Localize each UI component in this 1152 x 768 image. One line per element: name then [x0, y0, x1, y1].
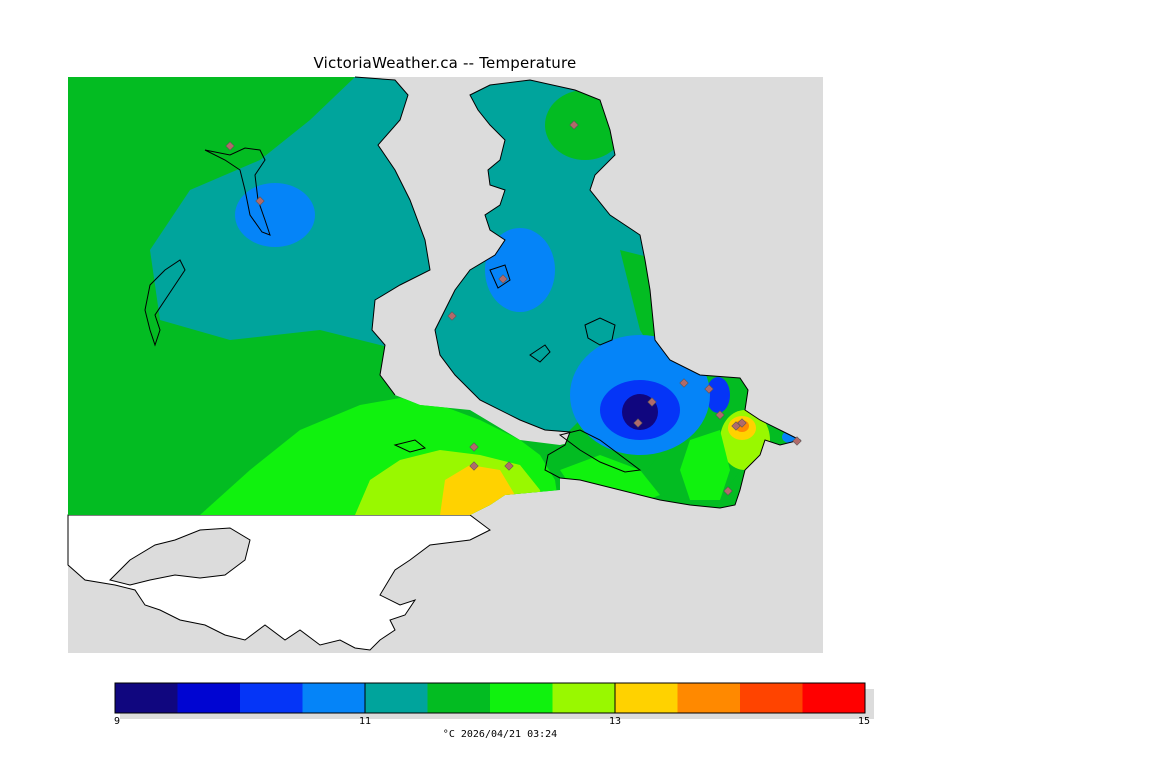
legend-bin	[365, 683, 428, 713]
station-marker	[723, 486, 733, 496]
legend-bin	[490, 683, 553, 713]
station-marker	[647, 397, 657, 407]
legend-bin	[677, 683, 740, 713]
legend-bin	[740, 683, 803, 713]
coastlines	[144, 76, 802, 509]
legend-tick-label: 13	[608, 716, 622, 727]
station-marker	[469, 461, 479, 471]
station-marker	[225, 141, 235, 151]
legend-tick-marks	[114, 683, 866, 713]
station-marker	[255, 196, 265, 206]
legend-bin	[115, 683, 178, 713]
legend-bin	[302, 683, 365, 713]
legend-bin	[615, 683, 678, 713]
legend-colorbar	[115, 683, 865, 713]
station-marker	[704, 384, 714, 394]
station-marker	[469, 442, 479, 452]
map-title: VictoriaWeather.ca -- Temperature	[313, 54, 577, 72]
outside-region-inlet	[109, 527, 251, 586]
legend-bin	[802, 683, 865, 713]
station-marker	[498, 274, 508, 284]
station-markers	[225, 120, 802, 496]
station-marker	[569, 120, 579, 130]
station-marker	[792, 436, 802, 446]
station-marker	[447, 311, 457, 321]
station-marker	[737, 418, 747, 428]
station-marker	[633, 418, 643, 428]
station-marker	[679, 378, 689, 388]
legend-bin	[427, 683, 490, 713]
legend-bin	[177, 683, 240, 713]
legend-tick-label: 11	[358, 716, 372, 727]
station-marker	[715, 410, 725, 420]
station-marker	[731, 421, 741, 431]
legend-tick-label: 15	[857, 716, 871, 727]
legend-caption: °C 2026/04/21 03:24	[442, 729, 558, 740]
legend-bin	[552, 683, 615, 713]
station-marker	[504, 461, 514, 471]
legend-bin	[240, 683, 303, 713]
legend-tick-label: 9	[113, 716, 121, 727]
